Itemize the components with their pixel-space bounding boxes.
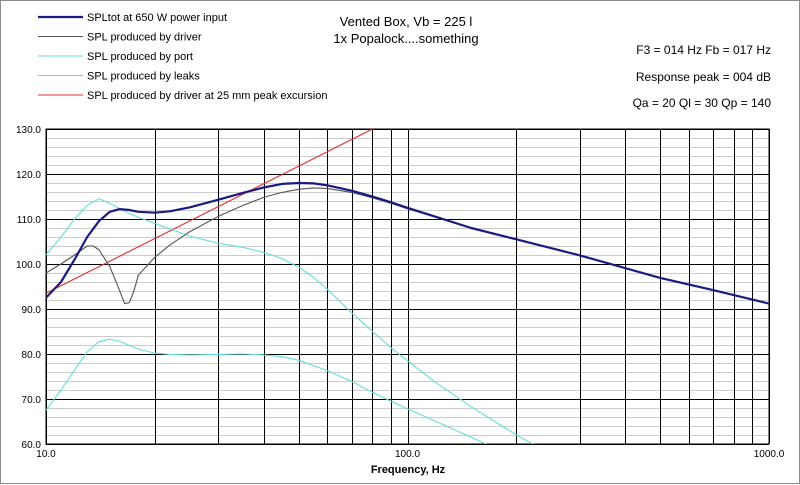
q-values-readout: Qa = 20 Ql = 30 Qp = 140 (633, 96, 772, 110)
f3-fb-readout: F3 = 014 Hz Fb = 017 Hz (636, 43, 771, 57)
y-tick-label: 80.0 (22, 350, 42, 361)
y-tick-label: 110.0 (17, 215, 42, 226)
x-axis-title: Frequency, Hz (371, 464, 446, 476)
y-tick-label: 130.0 (16, 125, 41, 136)
legend-label-total: SPLtot at 650 W power input (87, 12, 227, 24)
series-layer (46, 129, 769, 444)
plot-area (45, 128, 770, 445)
grid-layer (46, 129, 770, 445)
legend-label-driver: SPL produced by driver (87, 32, 202, 44)
legend-label-port: SPL produced by port (87, 51, 193, 63)
legend-label-leaks: SPL produced by leaks (87, 71, 200, 83)
y-tick-label: 60.0 (22, 440, 42, 451)
legend: SPLtot at 650 W power input SPL produced … (38, 12, 328, 102)
series-line-total (46, 181, 769, 305)
legend-label-excursion: SPL produced by driver at 25 mm peak exc… (87, 90, 328, 102)
plot-background (45, 128, 770, 445)
response-peak-readout: Response peak = 004 dB (636, 70, 771, 84)
series-line-excursion (46, 129, 373, 294)
chart-subtitle: 1x Popalock....something (333, 31, 478, 46)
y-tick-label: 120.0 (16, 170, 41, 181)
chart-title: Vented Box, Vb = 225 l (340, 14, 473, 29)
x-tick-label: 100.0 (395, 449, 420, 460)
x-tick-label: 10.0 (36, 449, 56, 460)
y-tick-label: 90.0 (22, 305, 42, 316)
tick-labels: 60.0 70.0 80.0 90.0 100.0 110.0 120.0 130.0 10.0… (16, 125, 785, 460)
x-tick-label: 1000.0 (754, 449, 785, 460)
series-line-leaks (46, 338, 488, 444)
series-line-port (46, 198, 534, 444)
y-tick-label: 70.0 (22, 395, 42, 406)
y-tick-label: 100.0 (16, 260, 41, 271)
